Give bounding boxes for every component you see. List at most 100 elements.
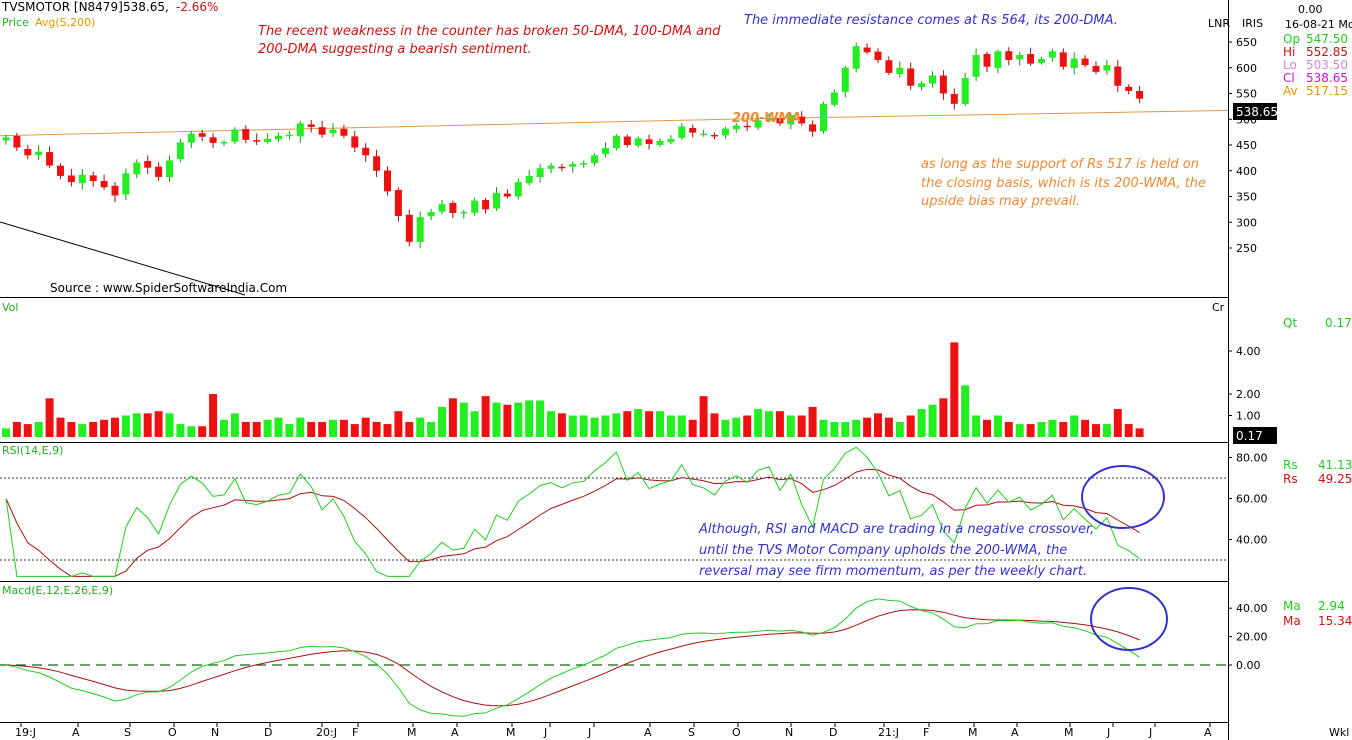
- volume-bar: [220, 419, 228, 437]
- candle-body: [35, 151, 43, 156]
- volume-bar: [1124, 424, 1133, 437]
- candle-body: [133, 162, 141, 175]
- volume-bar: [176, 424, 185, 437]
- candle-body: [318, 127, 326, 135]
- volume-bar: [1004, 421, 1013, 437]
- candle-body: [1092, 65, 1100, 72]
- volume-bar: [361, 417, 370, 437]
- support-note-line3: upside bias may prevail.: [921, 194, 1080, 209]
- rsi-note-line2: until the TVS Motor Company upholds the …: [699, 543, 1067, 558]
- x-tick-label: M: [1064, 726, 1074, 739]
- volume-bar: [743, 415, 752, 437]
- volume-bar: [645, 411, 654, 437]
- volume-bar: [405, 421, 414, 437]
- candle-body: [1125, 86, 1133, 91]
- weakness-note-line2: 200-DMA suggesting a bearish sentiment.: [258, 42, 532, 57]
- candle-body: [198, 133, 206, 137]
- candle-body: [820, 103, 827, 132]
- candle-body: [253, 140, 261, 142]
- volume-bar: [786, 415, 795, 437]
- volume-bar: [1070, 415, 1079, 437]
- volume-bar: [143, 413, 152, 437]
- volume-bar: [1015, 424, 1024, 437]
- volume-bar: [950, 342, 959, 437]
- volume-bar: [165, 413, 174, 437]
- candle-body: [176, 142, 184, 160]
- volume-bar: [503, 404, 512, 437]
- volume-bar: [775, 411, 784, 437]
- volume-bars: [2, 342, 1144, 437]
- candle-body: [678, 126, 686, 138]
- vol-tick-label: 1.00: [1236, 410, 1261, 423]
- vol-label: Vol: [2, 301, 18, 314]
- macd-signal-line: [5, 609, 1140, 707]
- qt-value: 0.17: [1325, 316, 1352, 330]
- lnr-label: LNR: [1208, 17, 1230, 30]
- ohlc-label: Hi: [1283, 45, 1295, 59]
- ohlc-value: 552.85: [1306, 45, 1348, 59]
- rsi-axis: 40.00 60.00 80.00: [1228, 452, 1268, 547]
- candle-body: [351, 136, 359, 148]
- volume-bar: [78, 424, 87, 437]
- volume-bar: [492, 402, 501, 437]
- price-tick-label: 400: [1236, 165, 1257, 178]
- support-note-line2: the closing basis, which is its 200-WMA,…: [921, 176, 1206, 191]
- volume-bar: [601, 415, 610, 437]
- volume-bar: [329, 419, 337, 437]
- volume-bar: [416, 417, 425, 437]
- x-tick-label: S: [688, 726, 695, 739]
- volume-bar: [830, 421, 839, 437]
- price-tick-label: 550: [1236, 88, 1257, 101]
- candle-body: [438, 204, 446, 212]
- candle-body: [329, 129, 337, 134]
- volume-bar: [623, 411, 632, 437]
- candle-body: [623, 136, 631, 145]
- volume-bar: [296, 417, 305, 437]
- volume-bar: [1113, 409, 1122, 437]
- candle-body: [841, 67, 849, 92]
- vol-tick-label: 2.00: [1236, 388, 1261, 401]
- x-tick-label: J: [1148, 726, 1152, 739]
- candle-body: [732, 125, 740, 130]
- wma-200-line: [0, 109, 1229, 137]
- candle-body: [2, 137, 10, 141]
- macd-tick-label: 0.00: [1236, 659, 1261, 672]
- candle-body: [503, 193, 511, 197]
- candle-body: [166, 160, 173, 178]
- volume-bar: [699, 396, 708, 437]
- svg-text:0.17: 0.17: [1236, 429, 1263, 443]
- candle-body: [187, 133, 195, 143]
- rsi-signal-line: [5, 468, 1140, 577]
- volume-bar: [274, 417, 283, 437]
- candle-body: [242, 129, 250, 140]
- volume-bar: [1135, 428, 1144, 437]
- candle-body: [384, 170, 391, 192]
- volume-bar: [198, 426, 207, 437]
- candle-body: [296, 123, 304, 137]
- candle-body: [471, 200, 479, 213]
- volume-bar: [427, 421, 436, 437]
- candle-body: [852, 46, 860, 69]
- candle-body: [907, 68, 915, 86]
- macd-ma1-value: 2.94: [1318, 599, 1345, 613]
- volume-bar: [438, 406, 446, 437]
- x-tick-label: 21:J: [878, 726, 899, 739]
- candle-body: [667, 138, 675, 143]
- volume-axis: 1.00 2.00 4.00: [1228, 345, 1261, 423]
- volume-bar: [1026, 424, 1035, 437]
- volume-bar: [45, 398, 54, 437]
- candle-body: [765, 118, 773, 121]
- candle-body: [89, 175, 97, 182]
- volume-bar: [590, 417, 599, 437]
- candle-body: [939, 75, 947, 94]
- volume-bar: [318, 421, 327, 437]
- candle-body: [798, 116, 806, 124]
- candle-body: [689, 127, 697, 133]
- candle-body: [721, 128, 729, 136]
- candle-body: [536, 168, 544, 178]
- x-tick-label: N: [785, 726, 793, 739]
- candle-body: [994, 51, 1002, 68]
- resistance-note: The immediate resistance comes at Rs 564…: [744, 13, 1118, 28]
- ohlc-label: Op: [1283, 32, 1300, 46]
